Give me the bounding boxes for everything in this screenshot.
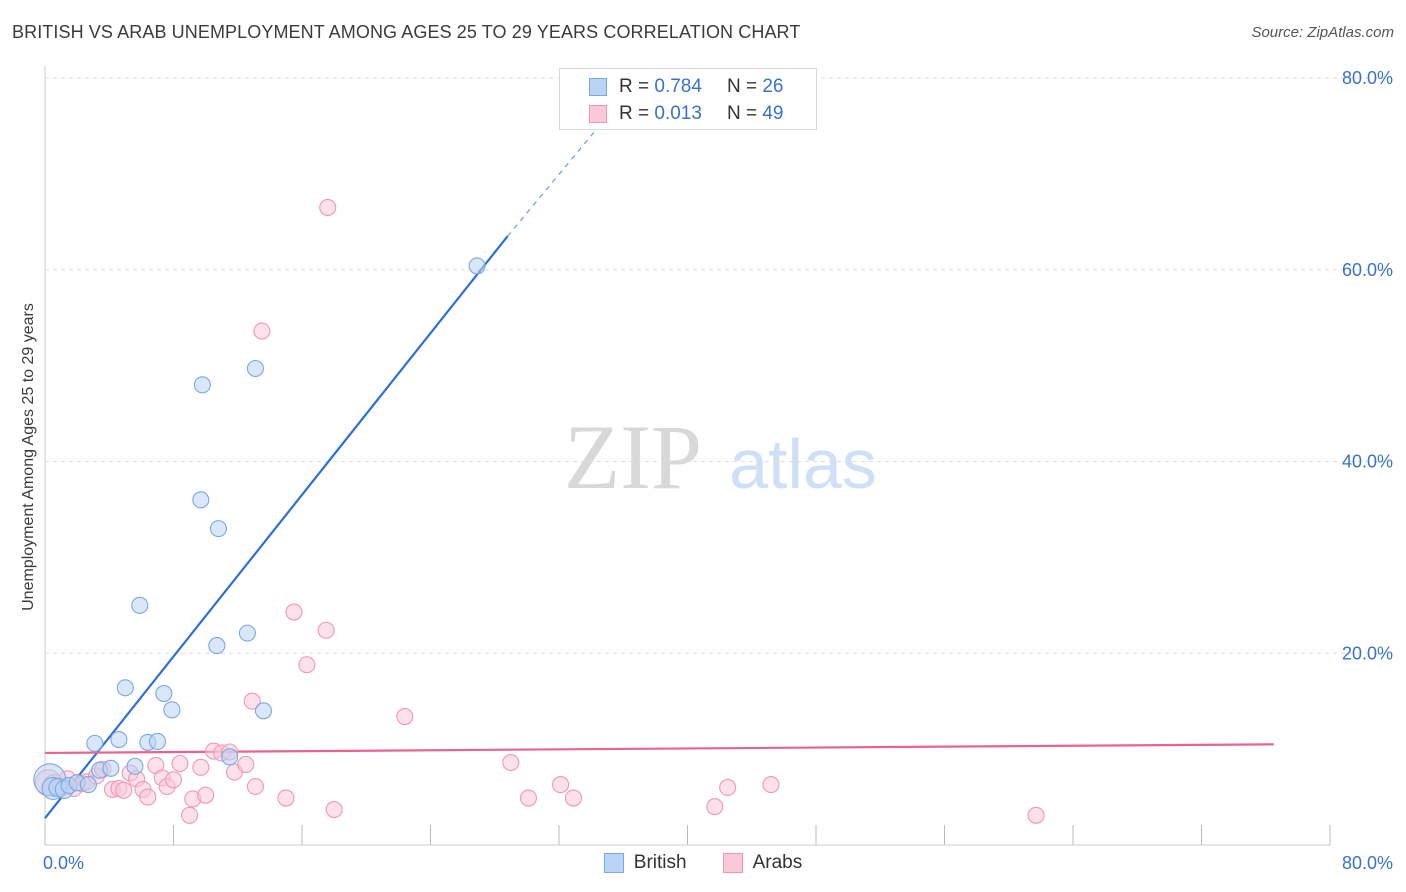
british-point-18 [192, 491, 210, 509]
stats-row-british: R = 0.784 N = 26 [560, 74, 783, 100]
british-trend-line [44, 235, 509, 819]
chart-title: BRITISH VS ARAB UNEMPLOYMENT AMONG AGES … [12, 22, 801, 42]
legend-british-label: British [633, 852, 687, 873]
arabs-point-37 [319, 198, 337, 216]
arabs-point-31 [246, 777, 264, 796]
british-n-label: N = [726, 76, 758, 97]
watermark-zip: ZIP [564, 406, 702, 508]
series-legend: British Arabs [0, 852, 1406, 874]
british-r-label: R = [619, 76, 650, 97]
arabs-point-24 [197, 786, 215, 804]
grid-lines [45, 77, 1390, 654]
arabs-point-41 [519, 789, 538, 807]
british-point-6 [79, 776, 97, 794]
x-tick-label-0: 0.0% [43, 853, 84, 873]
arabs-point-20 [171, 754, 189, 773]
arabs-point-38 [325, 800, 343, 819]
tick-labels: 20.0% 40.0% 60.0% 80.0% 0.0% 80.0% [43, 68, 1393, 873]
arabs-r-value: 0.013 [654, 103, 702, 124]
arabs-point-36 [317, 621, 335, 639]
arabs-point-32 [253, 322, 271, 340]
arabs-point-39 [396, 707, 414, 726]
arabs-trend-line [44, 743, 1274, 755]
british-point-10 [110, 730, 128, 749]
stats-row-arabs: R = 0.013 N = 49 [560, 101, 783, 127]
arabs-point-23 [192, 758, 210, 776]
arabs-n-value: 49 [762, 103, 784, 124]
arabs-point-46 [762, 776, 780, 794]
arabs-point-19 [164, 771, 183, 789]
british-point-23 [238, 624, 256, 642]
british-point-26 [468, 257, 486, 275]
british-point-24 [246, 359, 264, 378]
arabs-point-15 [139, 788, 157, 806]
british-point-21 [209, 520, 228, 538]
british-point-12 [126, 757, 144, 775]
arabs-point-42 [552, 776, 570, 794]
arabs-point-47 [1027, 806, 1045, 824]
british-r-value: 0.784 [654, 76, 702, 97]
trend-lines [44, 115, 1274, 819]
british-point-17 [163, 701, 181, 719]
legend-arabs-swatch [722, 853, 743, 873]
arabs-point-29 [237, 755, 255, 774]
arabs-point-44 [706, 798, 724, 816]
axes [44, 66, 1331, 846]
arabs-point-30 [243, 692, 261, 710]
legend-british-swatch [603, 853, 624, 873]
british-point-19 [193, 376, 211, 394]
arabs-point-11 [115, 781, 133, 799]
british-n-value: 26 [762, 76, 784, 97]
british-point-20 [208, 637, 226, 655]
data-points [33, 198, 1045, 824]
arabs-point-45 [719, 778, 737, 797]
british-point-11 [116, 679, 134, 697]
british-point-22 [221, 748, 239, 766]
watermark-atlas: atlas [729, 425, 877, 503]
legend-item-british: British [603, 852, 687, 874]
y-tick-label-2: 60.0% [1342, 260, 1393, 280]
british-point-9 [102, 759, 120, 777]
arabs-point-21 [181, 806, 199, 824]
legend-arabs-label: Arabs [752, 852, 803, 873]
british-trend-extension [507, 115, 608, 237]
arabs-swatch [589, 105, 607, 123]
arabs-n-label: N = [726, 103, 758, 124]
stats-legend: R = 0.784 N = 26 R = 0.013 N = 49 [559, 68, 817, 130]
y-tick-label-3: 80.0% [1342, 68, 1393, 88]
arabs-point-34 [285, 603, 303, 621]
y-tick-label-0: 20.0% [1342, 643, 1393, 663]
british-point-13 [131, 596, 149, 614]
british-point-16 [155, 684, 173, 703]
arabs-point-43 [564, 789, 583, 807]
arabs-point-33 [277, 789, 295, 807]
british-point-7 [86, 734, 104, 752]
british-point-25 [254, 702, 273, 720]
y-tick-label-1: 40.0% [1342, 452, 1393, 472]
arabs-point-40 [502, 753, 520, 772]
arabs-point-35 [298, 656, 316, 674]
x-tick-label-1: 80.0% [1342, 853, 1393, 873]
chart-source: Source: ZipAtlas.com [1251, 24, 1394, 41]
legend-item-arabs: Arabs [722, 852, 803, 874]
british-point-15 [148, 732, 166, 751]
british-swatch [589, 78, 607, 96]
arabs-r-label: R = [619, 103, 650, 124]
